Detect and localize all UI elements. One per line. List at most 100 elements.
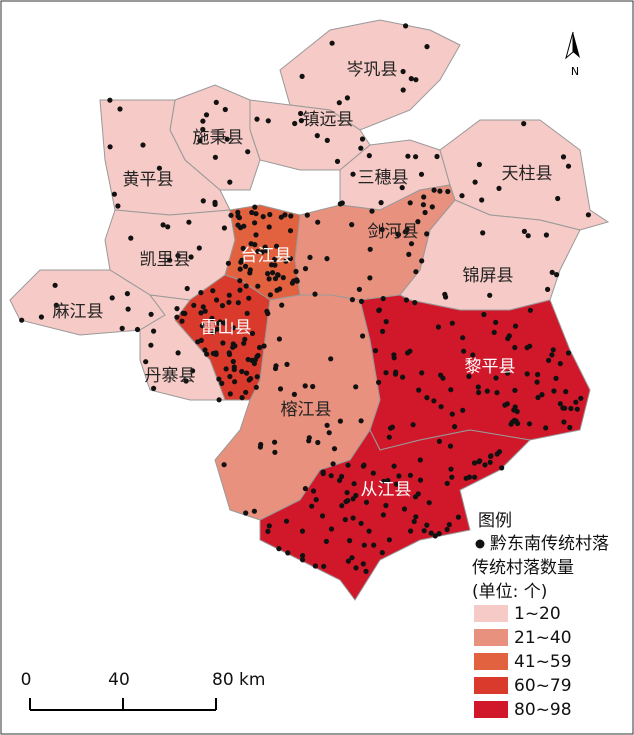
village-dot <box>408 528 414 534</box>
village-dot <box>299 528 306 534</box>
village-dot <box>358 418 364 424</box>
village-dot <box>436 438 442 444</box>
village-dot <box>287 255 293 262</box>
village-dot <box>334 158 341 164</box>
village-dot <box>573 399 579 405</box>
village-dot <box>304 212 310 218</box>
village-dot <box>553 375 559 381</box>
village-dot <box>143 359 149 365</box>
village-dot <box>226 299 232 305</box>
village-dot <box>199 323 205 329</box>
village-dot <box>413 154 419 160</box>
village-dot <box>210 288 216 294</box>
village-dot <box>512 323 519 329</box>
village-dot <box>222 106 228 113</box>
village-dot <box>366 153 372 159</box>
village-dot <box>288 213 294 219</box>
legend-label: 1~20 <box>514 604 561 624</box>
village-dot <box>379 226 385 233</box>
village-dot <box>408 76 414 82</box>
village-dot <box>231 366 237 373</box>
village-dot <box>424 522 430 528</box>
village-dot <box>521 121 527 127</box>
village-dot <box>237 287 243 293</box>
village-dot <box>565 350 572 356</box>
village-dot <box>265 271 271 277</box>
village-dot <box>279 302 285 308</box>
village-dot <box>417 457 423 463</box>
village-dot <box>265 118 271 124</box>
village-dot <box>358 520 364 527</box>
village-dot <box>339 503 345 509</box>
north-arrow-right <box>573 32 580 58</box>
village-dot <box>262 244 268 250</box>
village-dot <box>128 235 134 241</box>
village-dot <box>312 291 318 297</box>
village-dot <box>491 329 497 335</box>
village-dot <box>151 385 157 391</box>
village-dot <box>429 204 435 210</box>
village-dot <box>543 425 549 431</box>
village-dot <box>526 421 533 427</box>
scale-label: 40 <box>108 670 130 690</box>
village-dot <box>505 335 511 342</box>
village-dot <box>216 397 222 403</box>
village-dot <box>445 188 451 195</box>
village-dot <box>276 336 282 342</box>
village-dot <box>272 365 279 372</box>
village-dot <box>252 204 258 210</box>
village-dot <box>565 163 572 169</box>
county <box>139 294 226 401</box>
village-dot <box>278 214 284 220</box>
village-dot <box>555 195 561 202</box>
village-dot <box>283 258 289 264</box>
village-dot <box>275 272 281 278</box>
village-dot <box>376 379 382 385</box>
village-dot <box>198 310 204 316</box>
village-dot <box>407 348 413 354</box>
village-dot <box>351 481 357 487</box>
village-dot <box>434 153 440 160</box>
village-dot <box>424 44 430 50</box>
village-dot <box>330 461 336 467</box>
village-dot <box>360 333 366 339</box>
village-dot <box>345 462 351 468</box>
village-dot <box>557 401 563 407</box>
village-dot <box>299 73 305 79</box>
county-label: 锦屏县 <box>463 266 514 286</box>
village-dot <box>466 373 472 379</box>
village-dot <box>549 269 555 275</box>
village-dot <box>412 494 419 500</box>
village-dot <box>353 565 359 571</box>
village-dot <box>431 398 437 404</box>
village-dot <box>124 291 130 297</box>
village-dot <box>324 422 330 428</box>
village-dot <box>307 254 313 260</box>
village-dot <box>466 474 472 480</box>
village-dot <box>119 325 125 331</box>
village-dot <box>328 473 334 479</box>
village-dot <box>191 302 197 308</box>
village-dot <box>568 405 574 412</box>
village-dot <box>550 347 556 353</box>
village-dot <box>336 100 342 106</box>
village-dot <box>251 360 257 367</box>
village-dot <box>361 542 367 548</box>
village-dot <box>306 435 312 441</box>
village-dot <box>418 171 425 177</box>
village-dot <box>156 165 162 171</box>
village-dot <box>260 214 266 220</box>
village-dot <box>160 222 166 228</box>
village-dot <box>19 317 25 323</box>
village-dot <box>370 470 376 476</box>
village-dot <box>125 306 131 312</box>
village-dot <box>184 285 190 292</box>
village-dot <box>214 326 220 332</box>
village-dot <box>292 120 298 127</box>
village-dot <box>200 126 206 133</box>
village-dot <box>476 459 482 465</box>
village-dot <box>535 394 541 401</box>
village-dot <box>242 336 248 342</box>
village-dot <box>253 211 259 217</box>
